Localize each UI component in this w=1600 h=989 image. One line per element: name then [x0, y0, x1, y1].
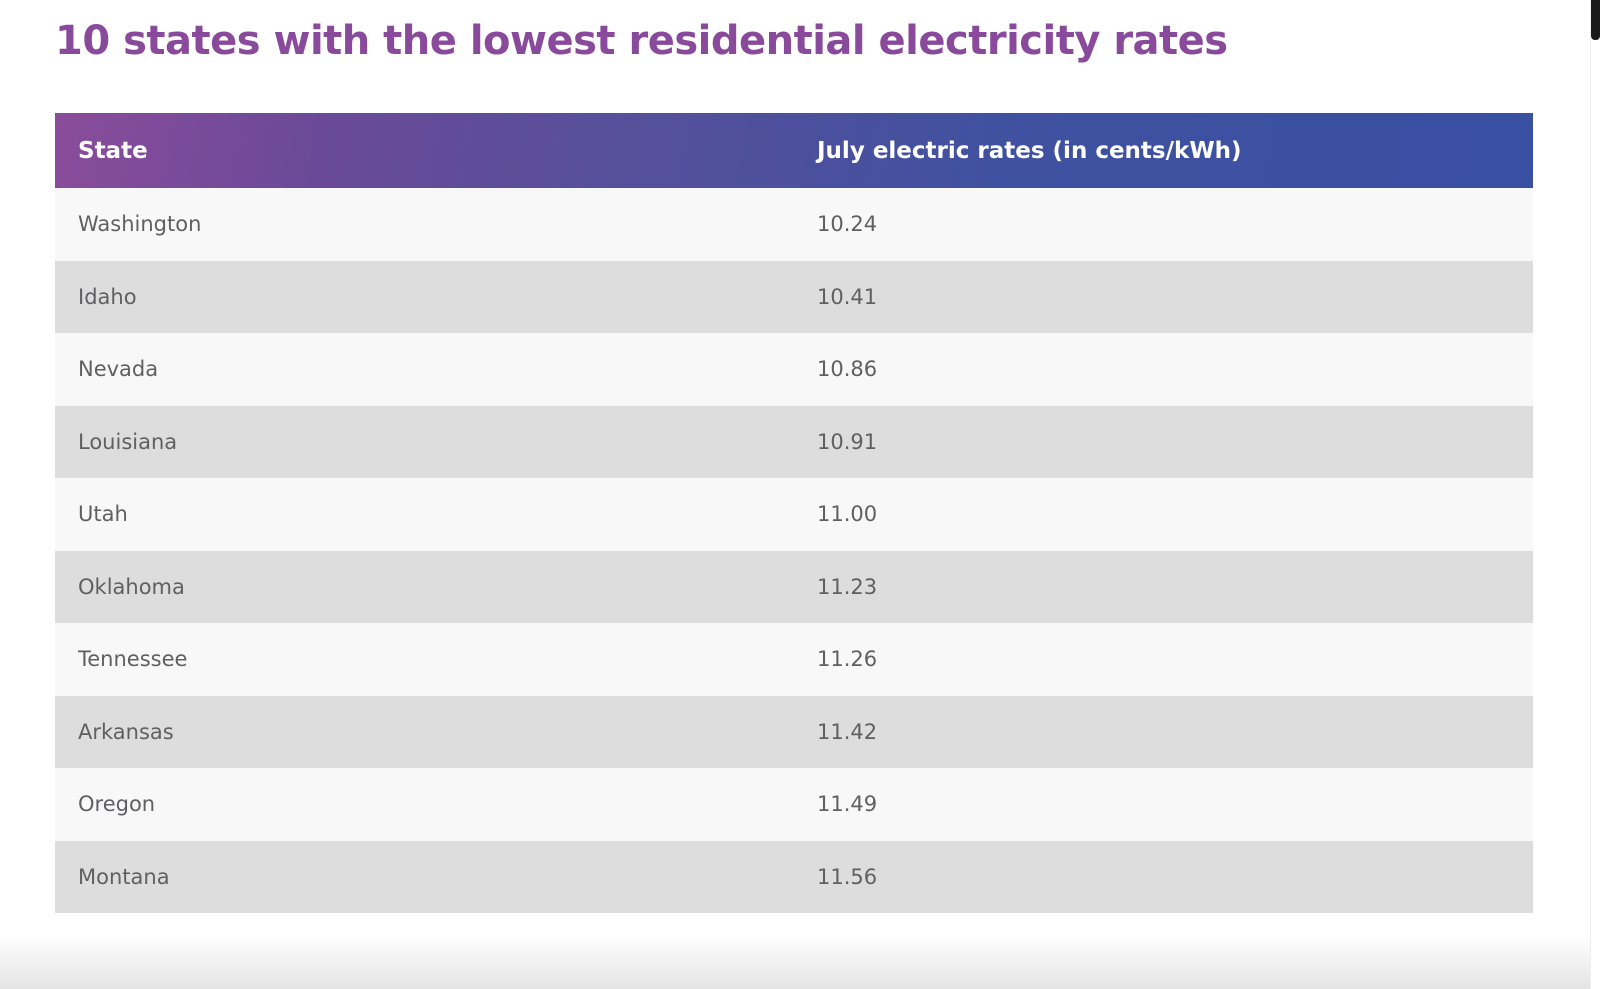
vertical-scrollbar[interactable]	[1590, 0, 1600, 989]
rate-cell: 11.00	[817, 502, 878, 527]
table-header-row: State July electric rates (in cents/kWh)	[55, 113, 1533, 188]
rate-cell: 11.23	[817, 574, 878, 599]
rate-cell: 10.41	[817, 284, 878, 309]
state-cell: Tennessee	[78, 647, 188, 672]
table-row: Montana 11.56	[55, 840, 1533, 913]
state-cell: Arkansas	[78, 719, 174, 744]
rate-cell: 11.26	[817, 647, 878, 672]
table-row: Nevada 10.86	[55, 333, 1533, 406]
table-row: Utah 11.00	[55, 478, 1533, 551]
table-row: Oregon 11.49	[55, 768, 1533, 841]
state-cell: Oregon	[78, 792, 156, 817]
rate-cell: 11.49	[817, 792, 878, 817]
table-header: State July electric rates (in cents/kWh)	[55, 113, 1533, 188]
column-header-state: State	[78, 137, 148, 164]
rate-cell: 11.42	[817, 719, 878, 744]
rate-cell: 11.56	[817, 864, 878, 889]
table-row: Louisiana 10.91	[55, 405, 1533, 478]
rate-cell: 10.91	[817, 429, 878, 454]
rate-cell: 10.24	[817, 212, 878, 237]
page-title: 10 states with the lowest residential el…	[55, 18, 1228, 64]
scrollbar-thumb[interactable]	[1591, 0, 1600, 40]
table-row: Washington 10.24	[55, 188, 1533, 261]
state-cell: Oklahoma	[78, 574, 185, 599]
table-row: Oklahoma 11.23	[55, 550, 1533, 623]
table-row: Arkansas 11.42	[55, 695, 1533, 768]
state-cell: Montana	[78, 864, 170, 889]
column-header-rate: July electric rates (in cents/kWh)	[817, 137, 1242, 164]
table-body: Washington 10.24 Idaho 10.41 Nevada 10.8…	[55, 188, 1533, 913]
bottom-shadow	[0, 935, 1590, 989]
state-cell: Nevada	[78, 357, 159, 382]
state-cell: Louisiana	[78, 429, 178, 454]
table-row: Tennessee 11.26	[55, 623, 1533, 696]
state-cell: Idaho	[78, 284, 137, 309]
state-cell: Washington	[78, 212, 202, 237]
rate-cell: 10.86	[817, 357, 878, 382]
table-row: Idaho 10.41	[55, 260, 1533, 333]
state-cell: Utah	[78, 502, 128, 527]
electricity-rates-table: State July electric rates (in cents/kWh)…	[55, 113, 1533, 913]
